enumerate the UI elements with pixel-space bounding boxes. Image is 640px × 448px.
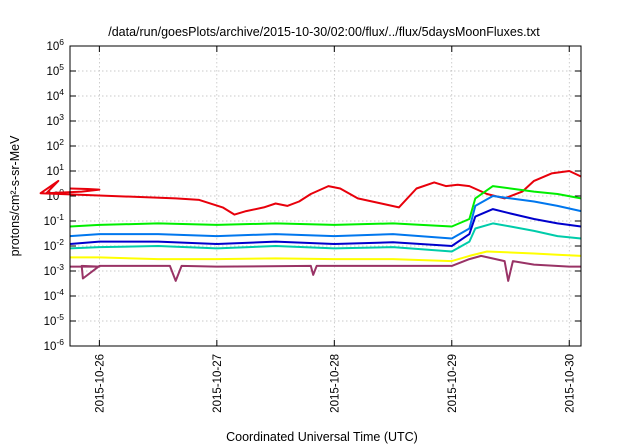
series-line: [69, 195, 582, 240]
x-tick-label: 2015-10-30: [564, 354, 576, 413]
x-axis: 2015-10-26 2015-10-27 2015-10-28 2015-10-29…: [94, 46, 576, 413]
series-line: [69, 185, 582, 228]
y-axis: 10-610-510-410-310-210-11001011021031041…: [44, 37, 581, 353]
x-tick-label: 2015-10-29: [447, 354, 459, 413]
y-tick-label: 101: [46, 162, 64, 178]
y-tick-label: 10-6: [44, 337, 65, 353]
y-tick-label: 104: [46, 87, 64, 103]
series-line: [69, 222, 582, 253]
y-tick-label: 106: [46, 37, 64, 53]
plot-area: [39, 170, 582, 282]
plot-frame: [69, 45, 582, 347]
grid: [70, 46, 581, 346]
y-tick-label: 10-5: [44, 312, 65, 328]
x-tick-label: 2015-10-28: [329, 354, 341, 413]
x-axis-label: Coordinated Universal Time (UTC): [226, 430, 418, 444]
y-tick-label: 103: [46, 112, 64, 128]
x-tick-label: 2015-10-26: [94, 354, 106, 413]
y-tick-label: 10-1: [44, 212, 65, 228]
series-line: [39, 170, 582, 216]
y-axis-label: protons/cm²-s-sr-MeV: [8, 135, 22, 257]
y-tick-label: 10-2: [44, 237, 65, 253]
x-tick-label: 2015-10-27: [212, 354, 224, 413]
series-line: [70, 250, 582, 263]
y-tick-label: 10-3: [44, 262, 65, 278]
chart-title: /data/run/goesPlots/archive/2015-10-30/0…: [108, 25, 540, 39]
y-tick-label: 102: [46, 137, 64, 153]
series-line: [70, 254, 581, 282]
y-tick-label: 10-4: [44, 287, 65, 303]
series-line: [69, 208, 582, 247]
y-tick-label: 105: [46, 62, 64, 78]
